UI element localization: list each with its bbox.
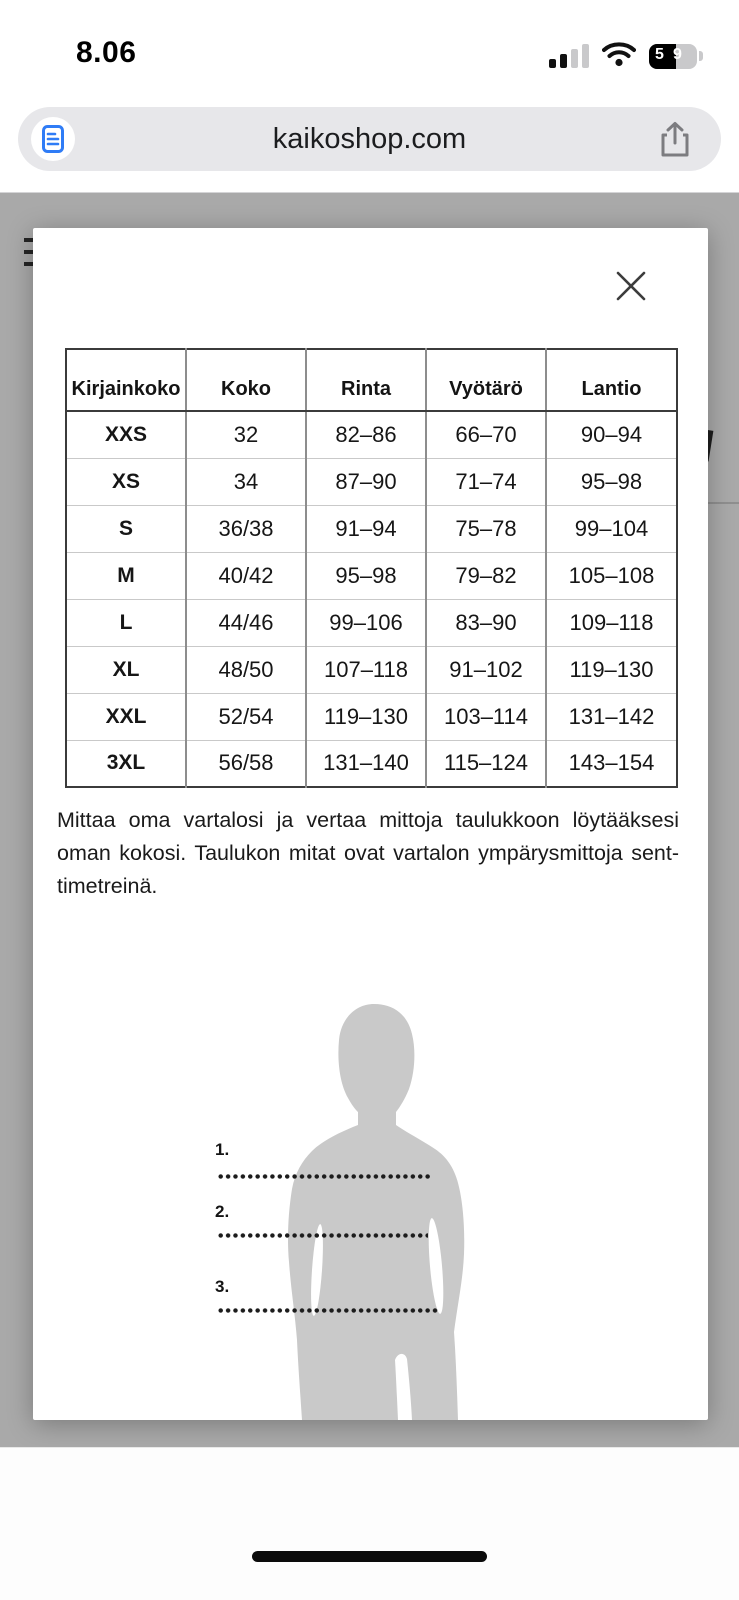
wifi-icon bbox=[602, 41, 636, 72]
size-guide-description: Mittaa oma vartalosi ja vertaa mittoja t… bbox=[57, 804, 679, 903]
table-row: XXL 52/54 119–130 103–114 131–142 bbox=[66, 692, 677, 740]
table-row: L 44/46 99–106 83–90 109–118 bbox=[66, 598, 677, 646]
measurement-cell: 95–98 bbox=[305, 551, 426, 599]
measurement-cell: 143–154 bbox=[545, 739, 677, 787]
measurement-cell: 40/42 bbox=[185, 551, 306, 599]
column-header: Vyötärö bbox=[425, 349, 546, 412]
column-header: Rinta bbox=[305, 349, 426, 412]
measurement-cell: 87–90 bbox=[305, 457, 426, 505]
home-indicator[interactable] bbox=[252, 1551, 487, 1562]
status-bar: 8.06 5 9 bbox=[0, 0, 739, 100]
measurement-cell: 56/58 bbox=[185, 739, 306, 787]
measurement-cell: 34 bbox=[185, 457, 306, 505]
size-label-cell: XXS bbox=[104, 422, 148, 446]
size-guide-modal: Kirjainkoko Koko Rinta Vyötärö Lantio XXS 32 82… bbox=[33, 228, 708, 1420]
size-label-cell: XXL bbox=[66, 692, 186, 740]
column-header: Kirjainkoko bbox=[66, 349, 186, 412]
measurement-cell: 75–78 bbox=[425, 504, 546, 552]
measurement-cell: 95–98 bbox=[545, 457, 677, 505]
clock: 8.06 bbox=[76, 36, 137, 69]
status-icons: 5 9 bbox=[549, 40, 703, 72]
measurement-cell: 82–86 bbox=[305, 411, 426, 458]
description-line: oman kokosi. Taulukon mitat ovat vartalo… bbox=[57, 841, 679, 865]
table-row: M 40/42 95–98 79–82 105–108 bbox=[66, 551, 677, 599]
table-row: XL 48/50 107–118 91–102 119–130 bbox=[66, 645, 677, 693]
size-label-cell: S bbox=[66, 504, 186, 552]
measurement-cell: 109–118 bbox=[545, 598, 677, 646]
measurement-cell: 91–94 bbox=[305, 504, 426, 552]
measurement-cell: 66–70 bbox=[425, 411, 546, 458]
share-icon[interactable] bbox=[657, 121, 693, 159]
measurement-cell: 131–142 bbox=[545, 692, 677, 740]
measurement-cell: 115–124 bbox=[425, 739, 546, 787]
battery-indicator: 5 9 bbox=[649, 43, 697, 69]
measurement-cell: 44/46 bbox=[185, 598, 306, 646]
measure-label-waist: 2. bbox=[215, 1202, 230, 1221]
description-line: timetreinä. bbox=[57, 874, 158, 898]
measurement-cell: 99–104 bbox=[545, 504, 677, 552]
measure-line-hip bbox=[217, 1308, 440, 1313]
measurement-cell: 103–114 bbox=[425, 692, 546, 740]
table-row: S 36/38 91–94 75–78 99–104 bbox=[66, 504, 677, 552]
page-rule-fragment bbox=[707, 502, 739, 504]
close-icon[interactable] bbox=[611, 266, 651, 306]
size-label-cell: 3XL bbox=[66, 739, 186, 787]
body-silhouette bbox=[288, 1004, 465, 1420]
measurement-cell: 105–108 bbox=[545, 551, 677, 599]
measurement-cell: 107–118 bbox=[305, 645, 426, 693]
measurement-cell: 99–106 bbox=[305, 598, 426, 646]
size-label-cell: XL bbox=[66, 645, 186, 693]
measurement-cell: 131–140 bbox=[305, 739, 426, 787]
measurement-cell: 48/50 bbox=[185, 645, 306, 693]
measurement-cell: 90–94 bbox=[545, 411, 677, 458]
measurement-cell: 83–90 bbox=[425, 598, 546, 646]
size-chart-table: Kirjainkoko Koko Rinta Vyötärö Lantio XXS 32 82… bbox=[65, 348, 678, 788]
measure-label-bust: 1. bbox=[215, 1140, 230, 1159]
measurement-cell: 79–82 bbox=[425, 551, 546, 599]
measurement-cell: 36/38 bbox=[185, 504, 306, 552]
column-header: Lantio bbox=[545, 349, 677, 412]
cellular-signal-icon bbox=[549, 44, 589, 68]
table-row: 3XL 56/58 131–140 115–124 143–154 bbox=[66, 739, 677, 787]
reader-mode-icon[interactable] bbox=[31, 117, 75, 161]
measure-line-bust bbox=[217, 1174, 432, 1179]
measurement-figure: 1. 2. 3. bbox=[33, 988, 708, 1420]
measure-label-hip: 3. bbox=[215, 1277, 230, 1296]
table-row: XXS 32 82–86 66–70 90–94 bbox=[66, 411, 677, 458]
measurement-cell: 119–130 bbox=[545, 645, 677, 693]
table-row: XS 34 87–90 71–74 95–98 bbox=[66, 457, 677, 505]
measure-line-waist bbox=[217, 1233, 428, 1238]
browser-toolbar: 6 bbox=[0, 1447, 739, 1600]
size-label-cell: XS bbox=[66, 457, 186, 505]
measurement-cell: 71–74 bbox=[425, 457, 546, 505]
browser-chrome: kaikoshop.com bbox=[0, 100, 739, 193]
chrome-divider bbox=[0, 192, 739, 193]
url-text[interactable]: kaikoshop.com bbox=[272, 122, 467, 155]
battery-nub bbox=[699, 51, 703, 61]
measurement-cell: 32 bbox=[185, 411, 306, 458]
size-label-cell: M bbox=[66, 551, 186, 599]
column-header: Koko bbox=[185, 349, 306, 412]
address-bar[interactable]: kaikoshop.com bbox=[18, 107, 721, 171]
measurement-cell: 119–130 bbox=[305, 692, 426, 740]
size-label-cell: L bbox=[66, 598, 186, 646]
table-header-row: Kirjainkoko Koko Rinta Vyötärö Lantio bbox=[66, 349, 677, 412]
measurement-cell: 52/54 bbox=[185, 692, 306, 740]
description-line: Mittaa oma vartalosi ja vertaa mittoja t… bbox=[57, 808, 679, 832]
measurement-cell: 91–102 bbox=[425, 645, 546, 693]
